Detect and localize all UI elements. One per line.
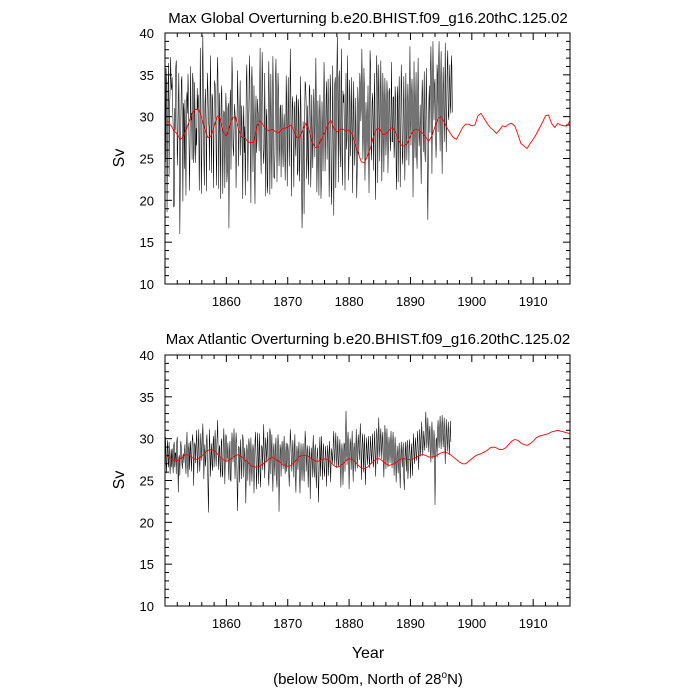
global-chart-title: Max Global Overturning b.e20.BHIST.f09_g… (168, 10, 567, 27)
global-y-tick-label: 10 (140, 277, 154, 292)
global-y-tick-label: 35 (140, 68, 154, 83)
footnote-degree: o (442, 670, 448, 681)
atlantic-smoothed-series-line (164, 429, 571, 470)
atlantic-y-axis-label: Sv (111, 471, 128, 490)
atlantic-axis-ticks (164, 354, 571, 607)
global-axis-ticks (164, 32, 571, 285)
atlantic-y-tick-label: 25 (140, 474, 154, 489)
atlantic-x-tick-label: 1910 (519, 616, 548, 631)
global-tick-labels: 1860 1870 1880 1890 1900 1910 10 15 20 25 30 35 40 (140, 26, 548, 309)
atlantic-y-tick-label: 15 (140, 557, 154, 572)
footnote-suffix: N) (447, 671, 463, 688)
atlantic-series (164, 410, 571, 513)
global-overturning-panel: Max Global Overturning b.e20.BHIST.f09_g… (111, 10, 571, 309)
atlantic-tick-labels: 1860 1870 1880 1890 1900 1910 10 15 20 25 30 35 40 (140, 348, 548, 631)
atlantic-y-tick-label: 35 (140, 390, 154, 405)
global-series (164, 35, 571, 235)
global-x-tick-label: 1870 (273, 294, 302, 309)
atlantic-x-tick-label: 1890 (396, 616, 425, 631)
global-x-tick-label: 1860 (212, 294, 241, 309)
atlantic-plot-frame (164, 354, 571, 607)
global-plot-frame (164, 32, 571, 285)
global-y-axis-label: Sv (111, 149, 128, 168)
atlantic-y-tick-label: 40 (140, 348, 154, 363)
global-y-tick-label: 20 (140, 193, 154, 208)
global-y-tick-label: 15 (140, 235, 154, 250)
footnote-prefix: (below 500m, North of 28 (273, 671, 441, 688)
global-x-tick-label: 1890 (396, 294, 425, 309)
atlantic-x-tick-label: 1900 (457, 616, 486, 631)
atlantic-x-tick-label: 1880 (335, 616, 364, 631)
global-x-tick-label: 1880 (335, 294, 364, 309)
global-y-tick-label: 25 (140, 152, 154, 167)
atlantic-chart-title: Max Atlantic Overturning b.e20.BHIST.f09… (166, 331, 570, 348)
atlantic-y-tick-label: 10 (140, 599, 154, 614)
atlantic-x-tick-label: 1870 (273, 616, 302, 631)
atlantic-y-tick-label: 30 (140, 432, 154, 447)
atlantic-monthly-series-line (164, 410, 452, 513)
global-y-tick-label: 40 (140, 26, 154, 41)
global-monthly-series-line (164, 35, 453, 235)
global-smoothed-series-line (165, 107, 571, 164)
global-x-tick-label: 1910 (519, 294, 548, 309)
x-axis-label: Year (352, 645, 385, 662)
footnote: (below 500m, North of 28oN) (273, 670, 463, 688)
global-y-tick-label: 30 (140, 110, 154, 125)
atlantic-y-tick-label: 20 (140, 515, 154, 530)
global-x-tick-label: 1900 (457, 294, 486, 309)
atlantic-x-tick-label: 1860 (212, 616, 241, 631)
atlantic-overturning-panel: Max Atlantic Overturning b.e20.BHIST.f09… (111, 331, 571, 662)
